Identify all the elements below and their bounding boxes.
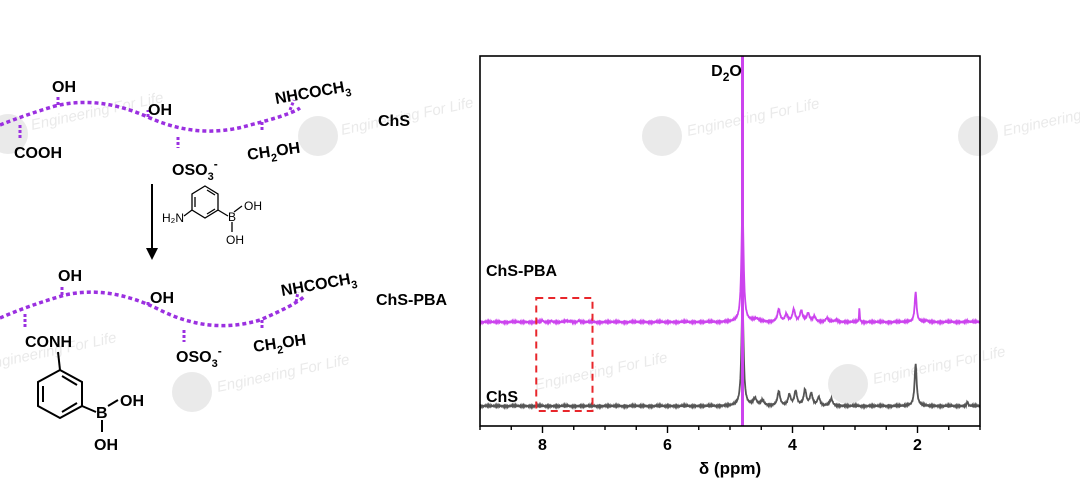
watermark-logo-icon — [828, 364, 868, 404]
reagent-boron: B — [228, 210, 236, 224]
solvent-label: D2O — [711, 63, 742, 84]
watermark-text: Engineering For Life — [29, 89, 165, 134]
aminophenylboronic-acid — [183, 185, 243, 232]
series-layer — [479, 56, 981, 426]
highlight-box — [535, 297, 594, 412]
chs-label: ChS — [378, 113, 410, 130]
watermark-text: Engineering For Life — [685, 95, 821, 140]
watermark-text: Engineering For Life — [215, 351, 351, 396]
chs-nhcoch3: NHCOCH3 — [274, 78, 353, 112]
nmr-spectrum-chart: Engineering For Life Engineering For Lif… — [479, 55, 1080, 478]
chs-pba-ch2oh: CH2OH — [252, 332, 308, 360]
series-line-chs-pba — [479, 201, 981, 327]
chs-bond — [288, 99, 296, 111]
reagent-oh-bottom: OH — [226, 233, 244, 247]
chs-pba-polymer-backbone — [0, 290, 307, 328]
watermark-text: Engineering For Life — [1001, 95, 1080, 140]
chs-oso3: OSO3- — [172, 157, 218, 183]
chs-pba-boron: B — [96, 405, 108, 422]
chs-pba-oh-1: OH — [58, 268, 82, 285]
chs-ch2oh: CH2OH — [246, 140, 302, 168]
chs-pba-conh: CONH — [25, 334, 72, 351]
series-line-chs — [479, 297, 981, 411]
x-tick-label: 4 — [788, 437, 797, 454]
x-axis-ticks: 8 6 4 2 — [479, 426, 981, 454]
watermark-text: Engineering For Life — [871, 343, 1007, 388]
reagent-amine: H₂N — [162, 211, 184, 225]
chs-polymer-backbone — [0, 100, 302, 133]
watermark-logo-icon — [958, 116, 998, 156]
benzene-ring — [191, 185, 219, 219]
x-axis-label: δ (ppm) — [699, 459, 761, 478]
chs-pba-nhcoch3: NHCOCH3 — [280, 270, 359, 304]
series-label-chs: ChS — [486, 389, 518, 406]
watermark-text: Engineering For Life — [533, 349, 669, 394]
reagent-oh-top: OH — [244, 199, 262, 213]
reaction-arrow-head — [146, 248, 158, 260]
chart-watermarks: Engineering For Life Engineering For Lif… — [533, 95, 1080, 404]
chs-pba-oh-2: OH — [150, 290, 174, 307]
watermark-logo-icon — [172, 372, 212, 412]
chs-pba-oso3: OSO3- — [176, 344, 222, 370]
watermark-left: Engineering For Life Engineering For Lif… — [0, 89, 475, 412]
chs-pba-phenyl-ring — [37, 351, 119, 432]
chs-pba-bond — [294, 291, 300, 303]
benzene-ring — [37, 368, 83, 420]
chs-oh-1: OH — [52, 79, 76, 96]
reaction-scheme: Engineering For Life Engineering For Lif… — [0, 78, 475, 454]
x-tick-label: 2 — [913, 437, 922, 454]
watermark-logo-icon — [298, 116, 338, 156]
chs-cooh: COOH — [14, 145, 62, 162]
x-tick-label: 8 — [538, 437, 547, 454]
x-tick-label: 6 — [663, 437, 672, 454]
chs-pba-b-oh-right: OH — [120, 393, 144, 410]
chs-pba-label: ChS-PBA — [376, 292, 448, 309]
chs-pba-b-oh-bottom: OH — [94, 437, 118, 454]
series-label-chs-pba: ChS-PBA — [486, 263, 558, 280]
chs-oh-2: OH — [148, 102, 172, 119]
watermark-logo-icon — [642, 116, 682, 156]
